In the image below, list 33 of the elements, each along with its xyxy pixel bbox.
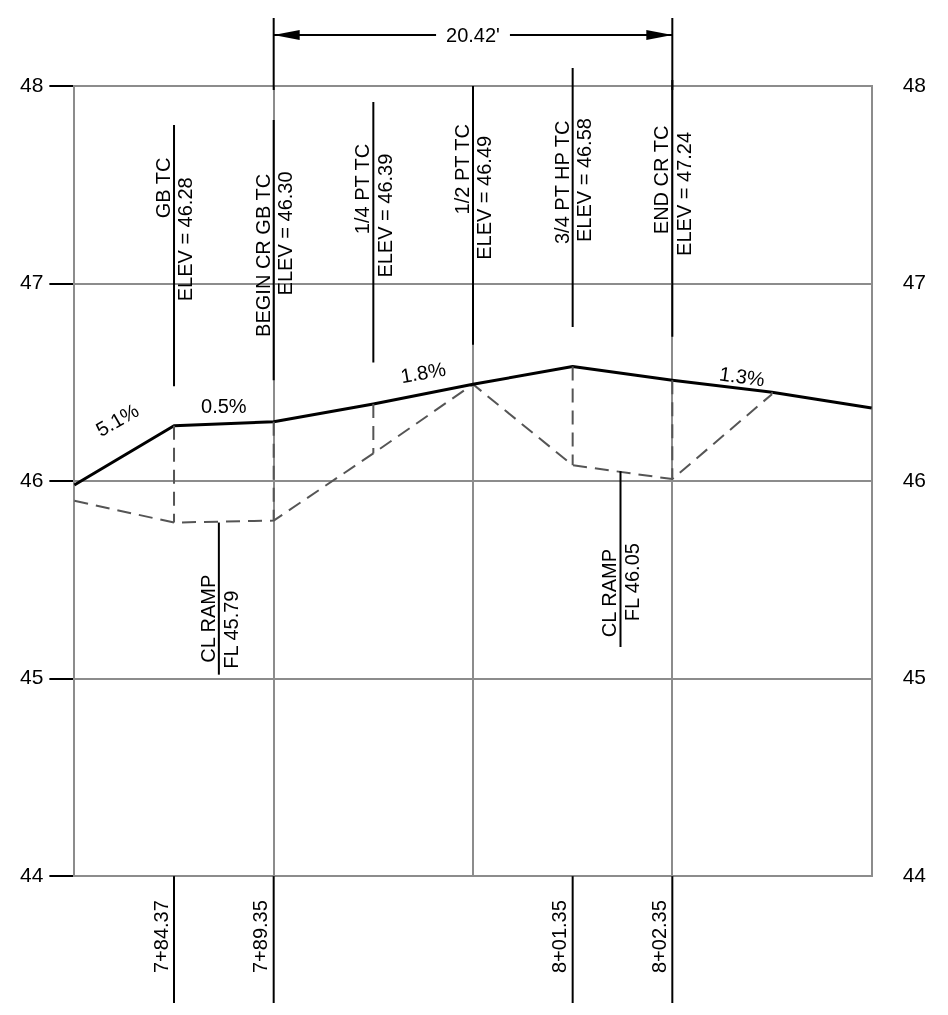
annotation: ELEV = 46.39 [373,153,396,278]
x-tick-label: 8+02.35 [647,900,670,974]
y-tick-label: 45 [20,665,44,689]
annotation: CL RAMP FL 45.79 [196,574,242,669]
y2-tick-label: 46 [902,467,926,491]
annotation: 3/4 PT HP TC [550,120,573,245]
y2-tick-label: 44 [902,862,927,886]
annotation: END CR TC [650,125,673,235]
y2-tick-label: 48 [902,72,926,96]
y-tick-label: 46 [20,467,44,491]
annotation: BEGIN CR GB TC [251,173,274,337]
x-tick-label: 7+89.35 [249,900,272,974]
y-tick-label: 48 [20,72,44,96]
annotation: 1.3% [717,362,767,391]
annotation: ELEV = 46.49 [473,135,496,260]
annotation: 1.8% [398,357,448,388]
annotation: 5.1% [91,398,143,441]
annotation: ELEV = 46.58 [573,118,596,243]
y-tick-label: 44 [20,862,44,886]
x-tick-label: 8+01.35 [548,900,571,974]
annotation: CL RAMP FL 46.05 [598,543,644,638]
annotation: 0.5% [201,395,247,418]
y2-tick-label: 45 [902,665,926,689]
text: 20.42' [446,24,500,46]
annotation: ELEV = 46.28 [174,177,197,302]
y2-tick-label: 47 [902,270,926,294]
annotation: ELEV = 47.24 [672,131,695,256]
x-tick-label: 7+84.37 [149,900,172,974]
annotation: 1/2 PT TC [451,123,473,215]
annotation: 1/4 PT TC [351,143,374,235]
annotation: ELEV = 46.30 [274,171,297,296]
annotation: GB TC [152,157,175,219]
y-tick-label: 47 [20,270,44,294]
